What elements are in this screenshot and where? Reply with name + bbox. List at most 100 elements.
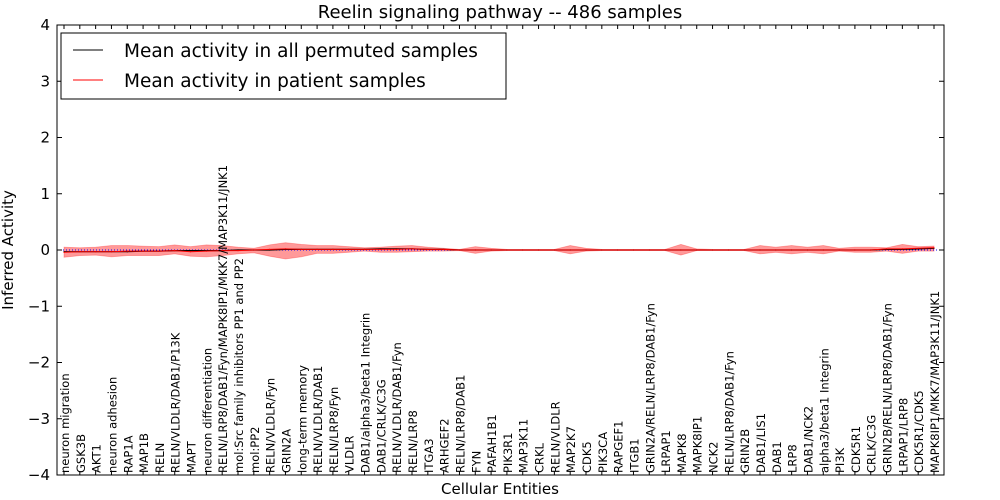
x-category-label: RELN/LRP8/DAB1/Fyn/MAPK8IP1/MKK7/MAP3K11… <box>216 165 230 473</box>
series-1-point <box>379 248 381 250</box>
x-category-label: RELN/LRP8 <box>406 410 420 473</box>
x-axis-label: Cellular Entities <box>441 480 559 498</box>
x-category-label: MAPT <box>185 440 199 473</box>
x-category-label: MAPK8 <box>675 433 689 473</box>
x-category-label: RELN <box>153 443 167 473</box>
x-category-label: ARHGEF2 <box>438 418 452 473</box>
x-category-label: DAB1/alpha3/beta1 Integrin <box>359 313 373 473</box>
series-layer <box>63 247 935 253</box>
series-1-point <box>443 248 445 250</box>
y-tick-label: −4 <box>28 466 50 484</box>
x-category-label: PAFAH1B1 <box>485 414 499 473</box>
series-0-point <box>189 250 192 252</box>
x-category-label: RELN/VLDLR/DAB1 <box>311 366 325 473</box>
series-1-point <box>63 251 65 253</box>
legend-label-patient: Mean activity in patient samples <box>124 71 426 92</box>
x-category-label: RELN/LRP8/DAB1/Fyn <box>722 351 736 473</box>
series-1-point <box>680 249 682 251</box>
x-category-label: alpha3/beta1 Integrin <box>817 348 831 473</box>
series-1-point <box>237 250 239 252</box>
legend: Mean activity in all permuted samples Me… <box>60 32 507 100</box>
y-tick-label: −1 <box>28 297 50 315</box>
series-1-point <box>917 247 919 249</box>
series-1-point <box>664 249 666 251</box>
series-1-point <box>79 251 81 253</box>
x-category-label: RELN/VLDLR/DAB1/Fyn <box>390 342 404 473</box>
series-line-1 <box>63 247 935 253</box>
series-1-point <box>632 249 635 251</box>
series-1-point <box>316 248 318 250</box>
series-1-point <box>648 249 650 251</box>
series-1-point <box>411 248 413 250</box>
x-category-label: CRLK/C3G <box>865 415 879 473</box>
series-1-point <box>332 248 334 250</box>
x-category-label: MAP3K11 <box>517 419 531 473</box>
series-1-point <box>743 249 745 251</box>
series-1-point <box>727 249 730 251</box>
series-1-point <box>870 249 872 251</box>
series-1-point <box>110 251 113 253</box>
series-1-point <box>775 249 777 251</box>
x-category-label: RELN/VLDLR <box>548 401 562 473</box>
x-category-label: DAB1/CRLK/C3G <box>374 379 388 473</box>
band-layer <box>63 242 935 260</box>
x-category-labels: neuron migration GSK3B AKT1 neuron adhesion… <box>58 165 942 473</box>
patient-spread-band <box>63 242 935 260</box>
x-category-label: PIK3CA <box>596 432 610 473</box>
series-1-point <box>269 248 271 250</box>
x-category-label: ITGA3 <box>422 438 436 473</box>
series-1-point <box>901 248 904 250</box>
x-category-label: GRIN2A/RELN/LRP8/DAB1/Fyn <box>643 303 657 473</box>
x-category-label: PIK3R1 <box>501 433 515 474</box>
series-1-point <box>458 249 461 251</box>
x-category-label: mol:PP2 <box>248 427 262 474</box>
series-1-point <box>300 248 302 250</box>
series-1-point <box>363 248 366 250</box>
series-points-1 <box>63 247 935 253</box>
y-tick-label: 3 <box>40 72 50 90</box>
x-category-label: LRP8 <box>786 444 800 473</box>
x-category-label: CDK5 <box>580 441 594 473</box>
series-1-point <box>885 248 888 250</box>
legend-box <box>60 32 507 100</box>
series-1-point <box>253 249 255 251</box>
x-category-label: GSK3B <box>74 434 88 473</box>
x-category-label: LRPAP1 <box>659 430 673 473</box>
x-category-label: long-term memory <box>295 365 309 473</box>
x-category-label: CDK5R1/CDK5 <box>912 390 926 473</box>
series-1-point <box>791 249 793 251</box>
series-1-point <box>189 251 192 253</box>
series-1-point <box>348 248 350 250</box>
x-category-label: MAPK8IP1 <box>691 416 705 473</box>
x-category-label: MAP1B <box>137 433 151 473</box>
y-tick-label: 1 <box>40 185 50 203</box>
x-category-label: ITGB1 <box>628 438 642 473</box>
series-1-point <box>806 249 809 251</box>
y-ticks: −4 −3 −2 −1 0 1 2 3 4 <box>28 16 944 484</box>
x-category-label: neuron adhesion <box>106 377 120 473</box>
series-1-point <box>617 249 619 251</box>
x-category-label: RAP1A <box>121 435 135 473</box>
x-category-label: CDK5R1 <box>849 426 863 473</box>
x-category-label: MAP2K7 <box>564 426 578 473</box>
y-tick-label: 2 <box>40 129 50 147</box>
series-1-point <box>158 250 160 252</box>
series-1-point <box>569 249 571 251</box>
series-1-point <box>506 249 508 251</box>
series-1-point <box>126 250 128 252</box>
series-1-point <box>174 250 176 252</box>
series-1-point <box>284 248 287 250</box>
x-category-label: NCK2 <box>707 442 721 474</box>
series-1-point <box>759 249 761 251</box>
x-category-label: DAB1/LIS1 <box>754 413 768 473</box>
x-category-label: LRPAP1/LRP8 <box>896 398 910 473</box>
y-tick-label: 4 <box>40 16 50 34</box>
x-category-label: GRIN2B <box>738 429 752 473</box>
series-1-point <box>822 249 824 251</box>
series-1-point <box>427 248 429 250</box>
x-category-label: CRKL <box>533 442 547 473</box>
y-tick-label: −3 <box>28 410 50 428</box>
series-1-point <box>696 249 698 251</box>
x-category-label: neuron migration <box>58 373 72 473</box>
x-category-label: mol:Src family inhibitors PP1 and PP2 <box>232 258 246 473</box>
